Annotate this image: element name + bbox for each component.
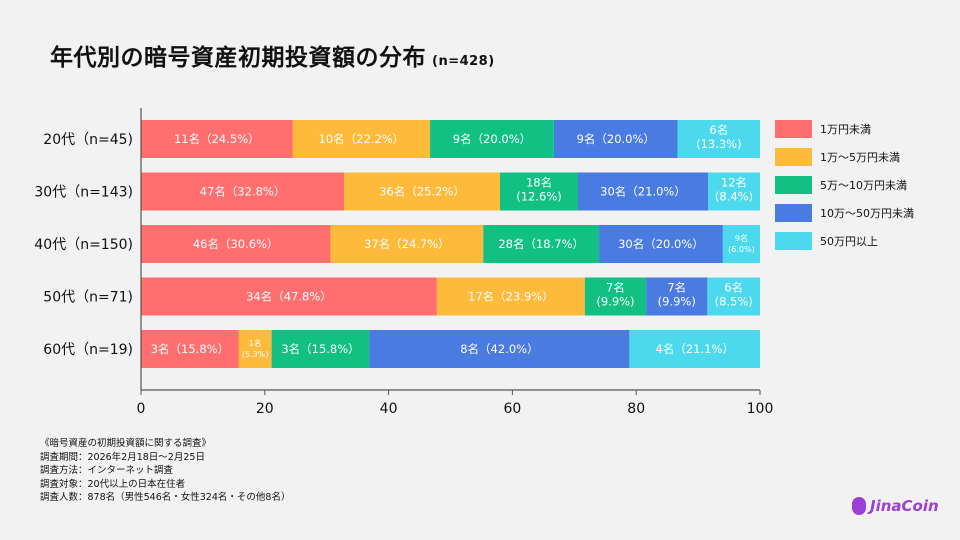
bar-segment bbox=[141, 225, 331, 263]
legend-item: 1万円未満 bbox=[775, 118, 914, 139]
data-label: 3名（15.8%） bbox=[151, 342, 229, 356]
legend-item: 10万〜50万円未満 bbox=[775, 202, 914, 223]
data-label: (6.0%) bbox=[728, 245, 755, 254]
data-label: (8.4%) bbox=[715, 190, 753, 204]
data-label: 9名（20.0%） bbox=[577, 132, 655, 146]
data-label: 17名（23.9%） bbox=[468, 290, 554, 304]
category-label: 40代（n=150) bbox=[34, 237, 133, 253]
legend-label: 10万〜50万円未満 bbox=[820, 206, 914, 220]
bar-segment bbox=[722, 225, 760, 263]
data-label: (9.9%) bbox=[658, 295, 696, 309]
bar-segment bbox=[646, 277, 708, 316]
bar-segment bbox=[238, 330, 272, 368]
note-line: 調査方法：インターネット調査 bbox=[40, 465, 174, 476]
title-text: 年代別の暗号資産初期投資額の分布 bbox=[50, 45, 426, 71]
legend-label: 1万円未満 bbox=[820, 122, 871, 136]
note-line: 調査期間：2026年2月18日〜2月25日 bbox=[40, 451, 205, 463]
data-label: (5.3%) bbox=[242, 350, 269, 359]
data-label: 4名（21.1%） bbox=[656, 342, 734, 356]
data-label: 10名（22.2%） bbox=[319, 132, 405, 146]
data-label: 12名 bbox=[721, 176, 747, 190]
logo-text: JinaCoin bbox=[870, 497, 939, 515]
category-label: 30代（n=143) bbox=[34, 185, 133, 201]
legend-item: 50万円以上 bbox=[775, 230, 914, 251]
x-tick-label: 40 bbox=[380, 401, 398, 417]
legend-swatch bbox=[775, 203, 812, 222]
category-label: 50代（n=71) bbox=[43, 290, 133, 306]
data-label: 8名（42.0%） bbox=[460, 342, 538, 356]
legend-swatch bbox=[775, 147, 812, 166]
legend-item: 1万〜5万円未満 bbox=[775, 146, 914, 167]
bar-segment bbox=[708, 172, 760, 211]
category-label: 60代（n=19) bbox=[43, 342, 133, 358]
data-label: 1名 bbox=[249, 338, 262, 348]
bar-segment bbox=[578, 172, 709, 211]
data-label: 18名 bbox=[526, 176, 552, 190]
data-label: 34名（47.8%） bbox=[246, 290, 332, 304]
x-tick-label: 0 bbox=[137, 401, 146, 417]
data-label: 7名 bbox=[667, 281, 686, 295]
bar-segment bbox=[271, 330, 370, 368]
bar-segment bbox=[553, 120, 678, 158]
data-label: 6名 bbox=[709, 123, 728, 137]
bar-segment bbox=[436, 277, 585, 316]
bar-segment bbox=[599, 225, 723, 263]
bar-segment bbox=[584, 277, 647, 316]
legend-label: 5万〜10万円未満 bbox=[820, 178, 907, 192]
data-label: 30名（20.0%） bbox=[618, 237, 704, 251]
legend-label: 50万円以上 bbox=[820, 234, 878, 248]
bar-segment bbox=[141, 330, 239, 368]
note-line: 《暗号資産の初期投資額に関する調査》 bbox=[40, 438, 212, 449]
bar-segment bbox=[500, 172, 579, 211]
legend: 1万円未満 1万〜5万円未満 5万〜10万円未満 10万〜50万円未満 50万円以上 bbox=[775, 118, 914, 258]
chart-title: 年代別の暗号資産初期投資額の分布 (n=428) bbox=[50, 38, 495, 72]
bar-segment bbox=[677, 120, 760, 158]
x-tick-label: 20 bbox=[256, 401, 274, 417]
data-label: 11名（24.5%） bbox=[174, 132, 260, 146]
bar-segment bbox=[369, 330, 630, 368]
data-label: 37名（24.7%） bbox=[364, 237, 450, 251]
data-label: 6名 bbox=[724, 281, 743, 295]
data-label: (12.6%) bbox=[516, 190, 562, 204]
data-label: 30名（21.0%） bbox=[600, 185, 686, 199]
bar-segment bbox=[330, 225, 484, 263]
legend-swatch bbox=[775, 231, 812, 250]
data-label: 3名（15.8%） bbox=[281, 342, 359, 356]
data-label: 47名（32.8%） bbox=[200, 185, 286, 199]
bar-segment bbox=[707, 277, 760, 316]
data-label: (13.3%) bbox=[696, 137, 742, 151]
note-line: 調査対象：20代以上の日本在住者 bbox=[40, 478, 186, 490]
survey-notes: 《暗号資産の初期投資額に関する調査》 調査期間：2026年2月18日〜2月25日… bbox=[40, 437, 290, 505]
x-tick-label: 80 bbox=[627, 401, 645, 417]
data-label: 9名 bbox=[735, 233, 748, 243]
data-label: 7名 bbox=[606, 281, 625, 295]
bar-segment bbox=[344, 172, 501, 211]
legend-item: 5万〜10万円未満 bbox=[775, 174, 914, 195]
data-label: 9名（20.0%） bbox=[453, 132, 531, 146]
bar-segment bbox=[141, 277, 437, 316]
note-line: 調査人数：878名（男性546名・女性324名・その他8名） bbox=[40, 492, 291, 503]
bar-segment bbox=[430, 120, 554, 158]
data-label: 36名（25.2%） bbox=[379, 185, 465, 199]
chart-subtitle: (n=428) bbox=[432, 54, 495, 69]
x-tick-label: 60 bbox=[503, 401, 521, 417]
bar-segment bbox=[141, 120, 293, 158]
logo-mark-icon bbox=[852, 497, 866, 515]
legend-label: 1万〜5万円未満 bbox=[820, 150, 900, 164]
legend-swatch bbox=[775, 119, 812, 138]
data-label: (9.9%) bbox=[596, 295, 634, 309]
bar-segment bbox=[483, 225, 600, 263]
data-label: 28名（18.7%） bbox=[498, 237, 584, 251]
legend-swatch bbox=[775, 175, 812, 194]
bar-segment bbox=[292, 120, 431, 158]
category-label: 20代（n=45) bbox=[43, 132, 133, 148]
data-label: 46名（30.6%） bbox=[193, 237, 279, 251]
jinacoin-logo: JinaCoin bbox=[852, 497, 939, 515]
bar-segment bbox=[629, 330, 760, 368]
bar-segment bbox=[141, 172, 345, 211]
data-label: (8.5%) bbox=[715, 295, 753, 309]
x-tick-label: 100 bbox=[747, 401, 774, 417]
